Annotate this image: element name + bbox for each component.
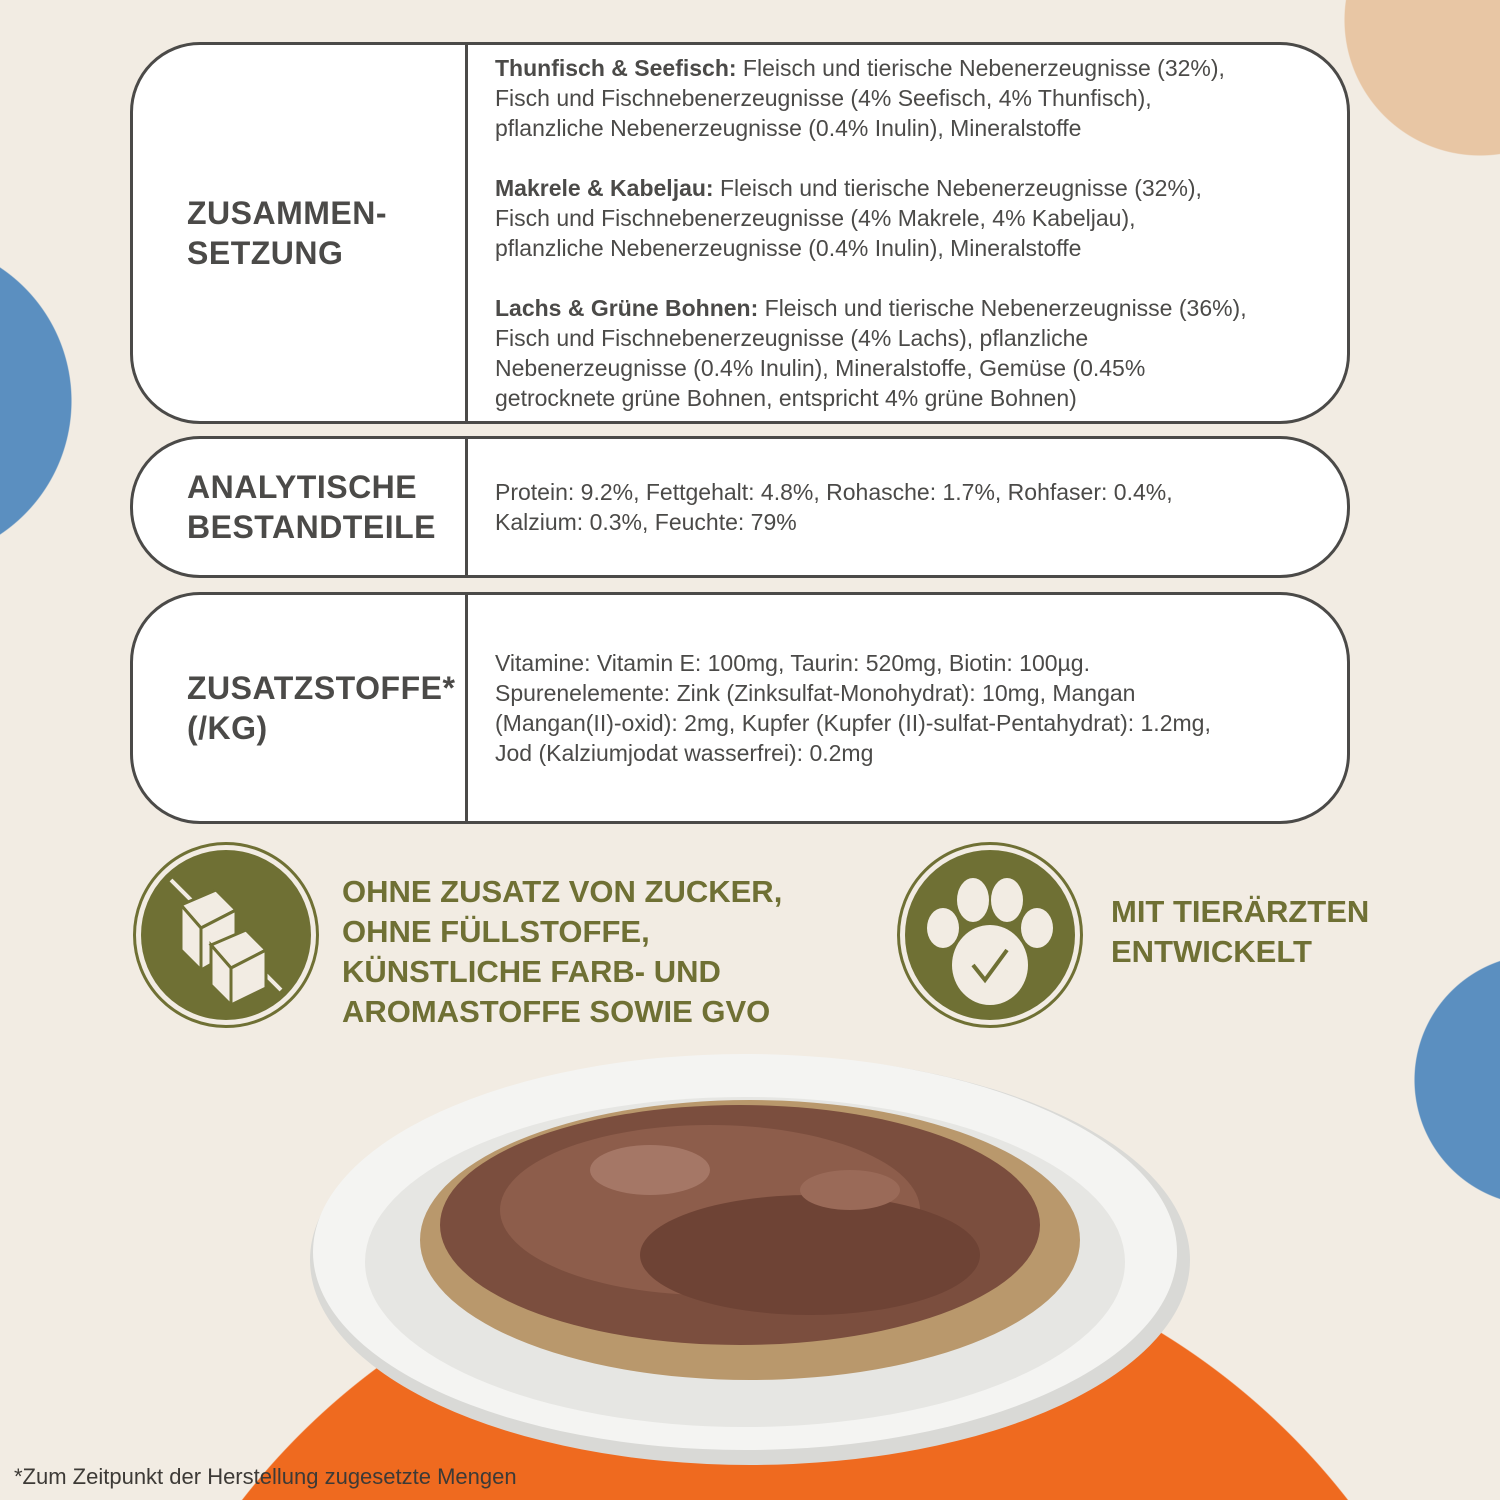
no-sugar-cubes-icon xyxy=(133,842,319,1028)
analytical-section: ANALYTISCHE BESTANDTEILE Protein: 9.2%, … xyxy=(130,436,1350,578)
additives-heading: ZUSATZSTOFFE* (/KG) xyxy=(187,670,456,746)
composition-content: Thunfisch & Seefisch: Fleisch und tieris… xyxy=(495,45,1327,421)
variety-tuna: Thunfisch & Seefisch: Fleisch und tieris… xyxy=(495,55,1225,141)
food-plate-image xyxy=(310,1054,1190,1465)
analytical-label-cell: ANALYTISCHE BESTANDTEILE xyxy=(133,439,468,575)
composition-section: ZUSAMMEN- SETZUNG Thunfisch & Seefisch: … xyxy=(130,42,1350,424)
analytical-content: Protein: 9.2%, Fettgehalt: 4.8%, Rohasch… xyxy=(495,479,1173,535)
composition-heading: ZUSAMMEN- SETZUNG xyxy=(187,195,388,271)
footnote: *Zum Zeitpunkt der Herstellung zugesetzt… xyxy=(14,1464,517,1489)
analytical-heading: ANALYTISCHE BESTANDTEILE xyxy=(187,469,436,545)
claim-vet-developed: MIT TIERÄRZTEN ENTWICKELT xyxy=(1111,894,1370,969)
additives-content: Vitamine: Vitamin E: 100mg, Taurin: 520m… xyxy=(495,650,1211,766)
composition-label-cell: ZUSAMMEN- SETZUNG xyxy=(133,45,468,421)
variety-mackerel: Makrele & Kabeljau: Fleisch und tierisch… xyxy=(495,175,1202,261)
paw-check-icon xyxy=(897,842,1083,1028)
additives-section: ZUSATZSTOFFE* (/KG) Vitamine: Vitamin E:… xyxy=(130,592,1350,824)
additives-label-cell: ZUSATZSTOFFE* (/KG) xyxy=(133,595,468,821)
variety-salmon: Lachs & Grüne Bohnen: Fleisch und tieris… xyxy=(495,295,1247,411)
claim-no-additives: OHNE ZUSATZ VON ZUCKER, OHNE FÜLLSTOFFE,… xyxy=(342,874,783,1029)
